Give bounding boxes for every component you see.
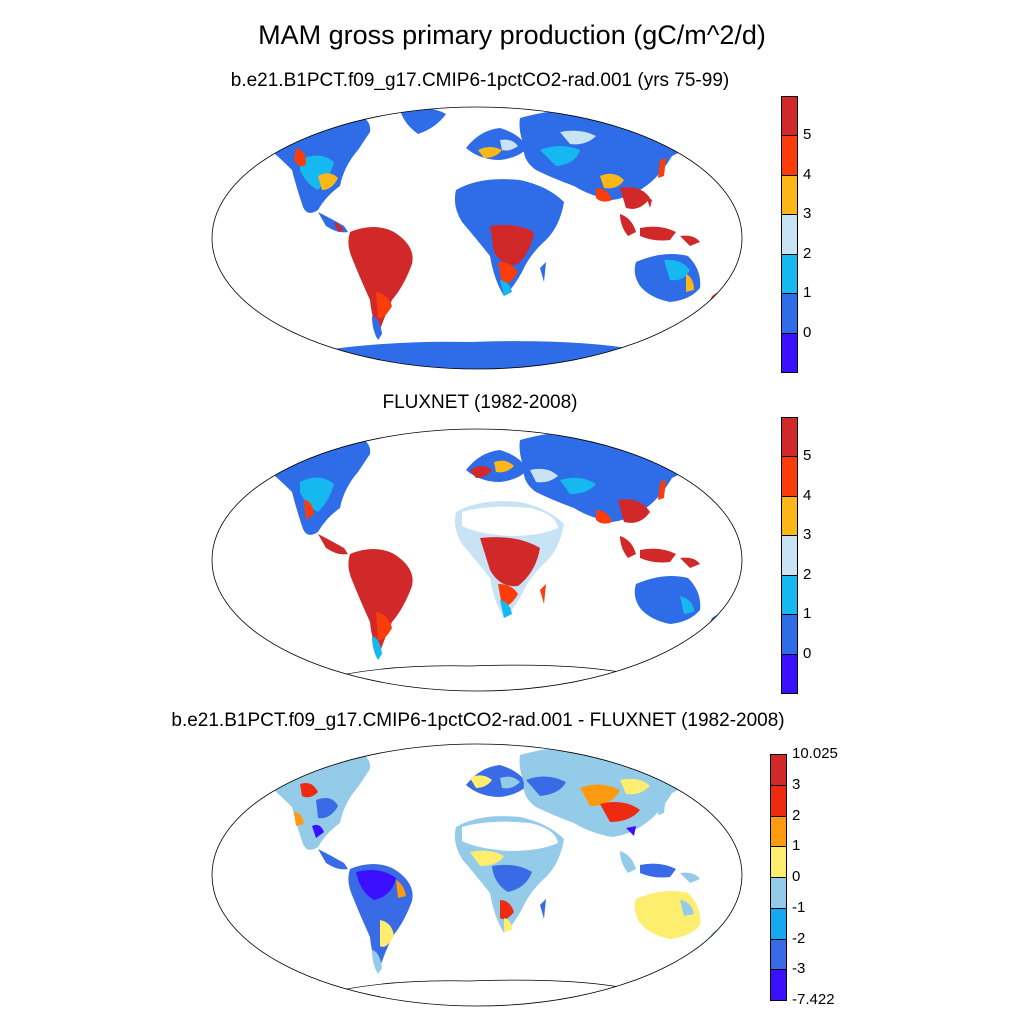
colorbar-segment (781, 293, 798, 334)
colorbar-segment (781, 456, 798, 497)
panel-3-title: b.e21.B1PCT.f09_g17.CMIP6-1pctCO2-rad.00… (171, 710, 785, 731)
colorbar-segment (781, 135, 798, 176)
fluxnet-gpp-map (262, 429, 718, 691)
colorbar-segment (781, 495, 798, 537)
colorbar-segment (770, 877, 787, 909)
colorbar-segment (781, 535, 798, 576)
colorbar-segment (770, 754, 787, 786)
colorbar-model: 0 1 2 3 4 5 (781, 96, 861, 373)
colorbar-tick-label: 3 (803, 205, 812, 223)
colorbar-tick-label: 10.025 (792, 745, 838, 762)
colorbar-segment (781, 214, 798, 255)
colorbar-tick-label: 0 (792, 868, 801, 885)
colorbar-tick-label: 4 (803, 165, 812, 183)
colorbar-segment (770, 969, 787, 1001)
colorbar-tick-label: 2 (803, 244, 812, 262)
colorbar-segment (781, 96, 798, 137)
colorbar-tick-label: 3 (803, 526, 812, 544)
colorbar-tick-label: -7.422 (792, 991, 835, 1008)
colorbar-tick-label: 1 (803, 284, 812, 302)
colorbar-difference: -7.422 -3 -2 -1 0 1 2 3 10.025 (770, 746, 870, 1008)
colorbar-tick-label: 1 (803, 605, 812, 623)
colorbar-segment (770, 846, 787, 878)
colorbar-tick-label: 4 (803, 486, 812, 504)
colorbar-segment (770, 784, 787, 817)
colorbar-segment (781, 614, 798, 655)
colorbar-segment (781, 253, 798, 295)
colorbar-segment (781, 653, 798, 694)
colorbar-tick-label: 5 (803, 447, 812, 465)
colorbar-tick-label: 0 (803, 323, 812, 341)
colorbar-tick-label: 3 (792, 775, 801, 793)
colorbar-segment (770, 938, 787, 971)
difference-map (262, 744, 718, 1006)
colorbar-tick-label: 2 (803, 565, 812, 583)
panel-1-title: b.e21.B1PCT.f09_g17.CMIP6-1pctCO2-rad.00… (230, 70, 730, 91)
panel-2-title: FLUXNET (1982-2008) (382, 392, 578, 413)
colorbar-segment (770, 815, 787, 848)
colorbar-tick-label: -3 (792, 960, 806, 978)
colorbar-tick-label: 0 (803, 644, 812, 662)
colorbar-segment (781, 574, 798, 616)
colorbar-segment (781, 332, 798, 373)
colorbar-tick-label: -2 (792, 929, 806, 947)
colorbar-fluxnet: 0 1 2 3 4 5 (781, 417, 861, 694)
colorbar-segment (781, 174, 798, 216)
model-gpp-map (260, 107, 718, 369)
colorbar-tick-label: 5 (803, 126, 812, 144)
colorbar-tick-label: 2 (792, 806, 801, 824)
colorbar-segment (781, 417, 798, 458)
colorbar-segment (770, 907, 787, 940)
figure-title: MAM gross primary production (gC/m^2/d) (258, 20, 766, 50)
colorbar-tick-label: -1 (792, 898, 806, 916)
colorbar-tick-label: 1 (792, 837, 801, 855)
